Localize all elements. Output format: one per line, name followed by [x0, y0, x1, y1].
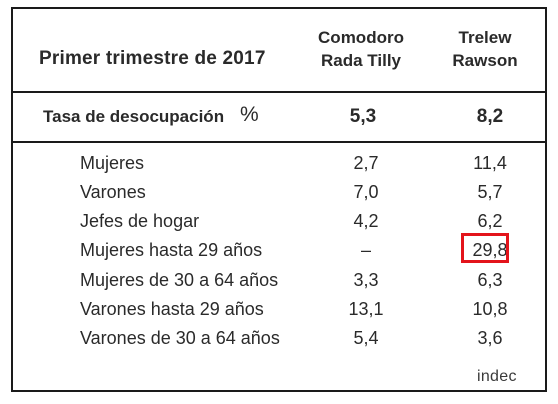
cell-comodoro: 5,4	[353, 328, 379, 348]
summary-value-trelew: 8,2	[476, 106, 504, 127]
header-divider	[13, 91, 545, 93]
table-row: Varones 7,0 5,7	[0, 182, 558, 211]
cell-trelew: 11,4	[473, 153, 507, 173]
summary-divider	[13, 141, 545, 143]
row-label: Mujeres de 30 a 64 años	[80, 270, 279, 290]
cell-trelew: 6,3	[477, 270, 503, 290]
column-header-line: Rada Tilly	[321, 51, 401, 70]
column-header-line: Rawson	[452, 51, 518, 70]
cell-trelew: 6,2	[477, 211, 503, 231]
table-row: Jefes de hogar 4,2 6,2	[0, 211, 558, 240]
summary-label: Tasa de desocupación	[43, 107, 225, 126]
cell-comodoro: –	[360, 240, 371, 260]
cell-trelew-highlighted: 29,8	[472, 240, 508, 260]
cell-trelew: 3,6	[477, 328, 503, 348]
cell-trelew: 5,7	[477, 182, 503, 202]
summary-value-comodoro: 5,3	[349, 106, 377, 127]
column-header-comodoro: Comodoro Rada Tilly	[305, 26, 417, 72]
row-label: Varones	[80, 182, 146, 202]
column-header-trelew: Trelew Rawson	[430, 26, 540, 72]
table-title: Primer trimestre de 2017	[39, 48, 266, 69]
summary-unit: %	[240, 103, 259, 126]
row-label: Varones de 30 a 64 años	[80, 328, 280, 348]
row-label: Mujeres hasta 29 años	[80, 240, 263, 260]
cell-comodoro: 13,1	[348, 299, 384, 319]
table-row: Mujeres de 30 a 64 años 3,3 6,3	[0, 270, 558, 299]
row-label: Varones hasta 29 años	[80, 299, 264, 319]
table-row: Mujeres 2,7 11,4	[0, 153, 558, 182]
table-frame	[11, 7, 547, 392]
table-row: Varones de 30 a 64 años 5,4 3,6	[0, 328, 558, 357]
row-label: Jefes de hogar	[80, 211, 200, 231]
indec-logo: indec	[477, 368, 517, 385]
row-label: Mujeres	[80, 153, 145, 173]
column-header-line: Comodoro	[318, 28, 404, 47]
cell-comodoro: 2,7	[353, 153, 379, 173]
column-header-line: Trelew	[458, 28, 512, 47]
cell-trelew: 10,8	[472, 299, 508, 319]
cell-comodoro: 3,3	[353, 270, 379, 290]
highlight-box	[461, 233, 509, 263]
cell-comodoro: 4,2	[353, 211, 379, 231]
table-row: Mujeres hasta 29 años – 29,8	[0, 240, 558, 269]
table-row: Varones hasta 29 años 13,1 10,8	[0, 299, 558, 328]
cell-comodoro: 7,0	[353, 182, 379, 202]
